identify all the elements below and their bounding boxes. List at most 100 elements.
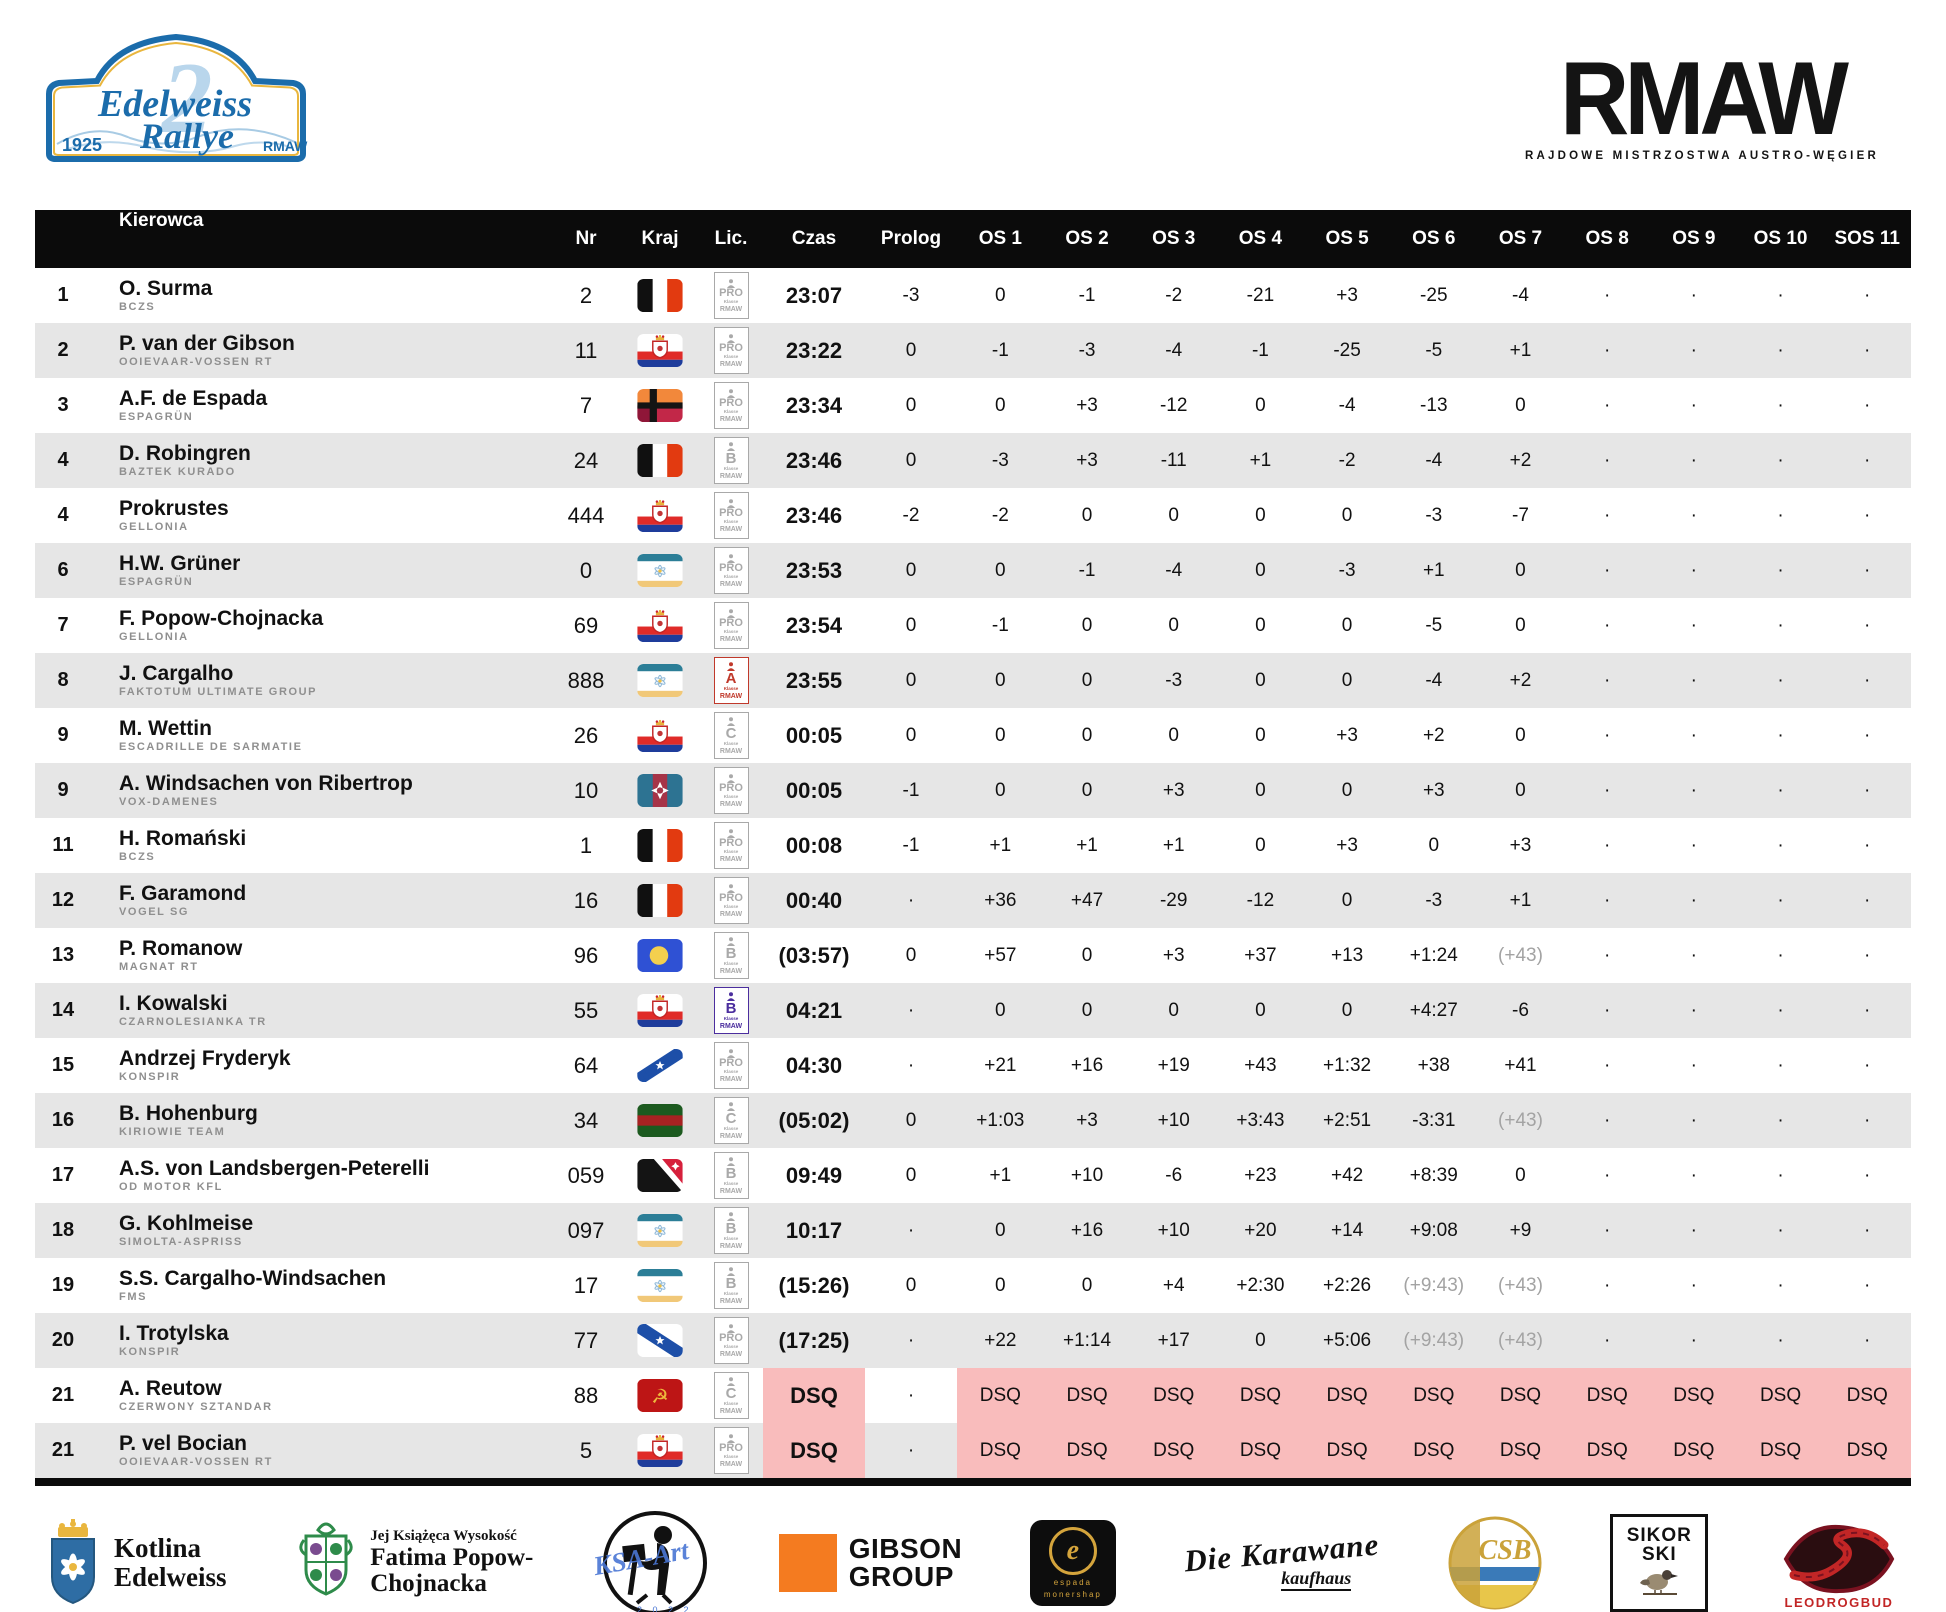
licence-klasse-label: Klasse xyxy=(723,1236,739,1241)
sponsor-sikor-ski: SIKOR SKI xyxy=(1610,1514,1709,1612)
stage-cell: 0 xyxy=(1168,999,1179,1021)
stage-cell: +1 xyxy=(989,1164,1012,1186)
car-number-cell: 88 xyxy=(573,1382,599,1408)
car-number-cell: 77 xyxy=(573,1327,599,1353)
results-row: 12 F. Garamond VOGEL SG 16 PRO Klasse RM… xyxy=(35,873,1911,928)
prolog-cell: 0 xyxy=(905,1109,917,1131)
stage-cell: DSQ xyxy=(1043,1423,1131,1478)
country-cell xyxy=(621,1203,699,1258)
stage-cell: +2 xyxy=(1509,669,1532,691)
mountain-sketch xyxy=(56,128,296,145)
total-time-cell: 23:34 xyxy=(785,392,843,418)
stage-cell: +10 xyxy=(1157,1219,1190,1241)
flag-odmotor-icon xyxy=(637,1159,683,1192)
stage-cell: · xyxy=(1864,669,1871,691)
licence-org-label: RMAW xyxy=(719,1297,743,1305)
licence-badge-pro: PRO Klasse RMAW xyxy=(713,602,749,649)
car-number-cell: 34 xyxy=(573,1107,599,1133)
licence-badge-b: B Klasse RMAW xyxy=(713,1152,749,1199)
stage-cell: · xyxy=(1603,559,1611,581)
licence-klasse-label: Klasse xyxy=(723,629,739,634)
csb-letters: CSB xyxy=(1478,1535,1531,1566)
stage-cell: · xyxy=(1690,1109,1697,1131)
car-number-cell: 64 xyxy=(573,1052,599,1078)
stage-cell: -21 xyxy=(1246,284,1275,306)
stage-cell: · xyxy=(1777,1274,1784,1296)
event-org: RMAW xyxy=(263,138,308,154)
results-row: 21 P. vel Bocian OOIEVAAR-VOSSEN RT 5 PR… xyxy=(35,1423,1911,1478)
results-row: 9 M. Wettin ESCADRILLE DE SARMATIE 26 C … xyxy=(35,708,1911,763)
stage-cell: +3 xyxy=(1509,834,1532,856)
stage-cell: · xyxy=(1864,834,1871,856)
flag-gellonia-icon xyxy=(637,1434,683,1467)
stage-cell: · xyxy=(1690,559,1697,581)
licence-class-letter: PRO xyxy=(719,1331,743,1344)
country-cell xyxy=(621,1258,699,1313)
stage-cell: -25 xyxy=(1333,339,1361,361)
edition-number: 2 xyxy=(160,42,213,155)
driver-name: S.S. Cargalho-Windsachen xyxy=(119,1266,387,1290)
flag-bwr-icon xyxy=(637,829,683,862)
stage-cell: DSQ xyxy=(1217,1423,1304,1478)
total-time-cell: (05:02) xyxy=(778,1107,850,1133)
stage-cell: -3 xyxy=(1078,339,1096,361)
stage-cell: · xyxy=(1603,1054,1611,1076)
stage-cell: · xyxy=(1690,779,1697,801)
licence-org-label: RMAW xyxy=(719,360,743,368)
flag-palau-icon xyxy=(637,939,683,972)
stage-cell: 0 xyxy=(1255,559,1266,581)
prolog-cell: · xyxy=(907,889,915,911)
position-cell: 8 xyxy=(57,669,69,691)
car-number-cell: 097 xyxy=(567,1217,605,1243)
stage-cell: · xyxy=(1777,284,1784,306)
driver-name: I. Kowalski xyxy=(119,991,228,1015)
driver-team: FMS xyxy=(119,1291,148,1304)
prolog-cell: · xyxy=(907,1054,915,1076)
driver-team: FAKTOTUM ULTIMATE GROUP xyxy=(119,686,318,699)
stage-cell: · xyxy=(1603,394,1611,416)
stage-cell: 0 xyxy=(1341,669,1353,691)
stage-cell: DSQ xyxy=(1217,1368,1304,1423)
stage-cell: +36 xyxy=(984,889,1017,911)
position-cell: 21 xyxy=(51,1439,75,1461)
driver-team: OOIEVAAR-VOSSEN RT xyxy=(119,356,273,369)
driver-team: MAGNAT RT xyxy=(119,961,199,974)
total-time-cell: 23:54 xyxy=(785,612,843,638)
prolog-cell: · xyxy=(907,1219,915,1241)
leodrogbud-text: LEODROGBUD xyxy=(1784,1594,1894,1610)
results-row: 11 H. Romański BCZS 1 PRO Klasse RMAW 00… xyxy=(35,818,1911,873)
stage-cell: · xyxy=(1690,614,1697,636)
stage-cell: 0 xyxy=(995,1274,1006,1296)
stage-cell: · xyxy=(1864,779,1871,801)
stage-cell: · xyxy=(1603,669,1611,691)
stage-cell: 0 xyxy=(1081,504,1093,526)
country-cell xyxy=(621,378,699,433)
kotlina-text-line2: Edelweiss xyxy=(114,1562,227,1592)
country-cell xyxy=(621,543,699,598)
position-cell: 17 xyxy=(51,1164,75,1186)
stage-cell: -4 xyxy=(1165,559,1183,581)
country-cell xyxy=(621,928,699,983)
driver-name: P. vel Bocian xyxy=(119,1431,248,1455)
stage-cell: 0 xyxy=(1255,669,1266,691)
position-cell: 12 xyxy=(51,889,75,911)
header-stage-9: OS 9 xyxy=(1672,228,1716,249)
stage-cell: · xyxy=(1864,614,1871,636)
stage-cell: +17 xyxy=(1157,1329,1190,1351)
country-cell xyxy=(621,653,699,708)
fatima-name-line1: Fatima Popow- xyxy=(370,1543,534,1571)
stage-cell: 0 xyxy=(1428,834,1440,856)
stage-cell: 0 xyxy=(1081,779,1093,801)
page-header: 2 Edelweiss Rallye 1925 RMAW RMAW RAJDOW… xyxy=(0,0,1946,210)
stage-cell: +1 xyxy=(1422,559,1445,581)
stage-cell: · xyxy=(1603,834,1611,856)
car-number-cell: 444 xyxy=(567,502,605,528)
licence-org-label: RMAW xyxy=(719,1022,743,1030)
stage-cell: -11 xyxy=(1160,449,1187,471)
stage-cell: DSQ xyxy=(1650,1368,1738,1423)
driver-cell: Prokrustes GELLONIA xyxy=(91,488,551,543)
licence-klasse-label: Klasse xyxy=(723,961,739,966)
licence-org-label: RMAW xyxy=(719,1242,743,1250)
stage-cell: · xyxy=(1864,449,1871,471)
stage-cell: +19 xyxy=(1157,1054,1190,1076)
